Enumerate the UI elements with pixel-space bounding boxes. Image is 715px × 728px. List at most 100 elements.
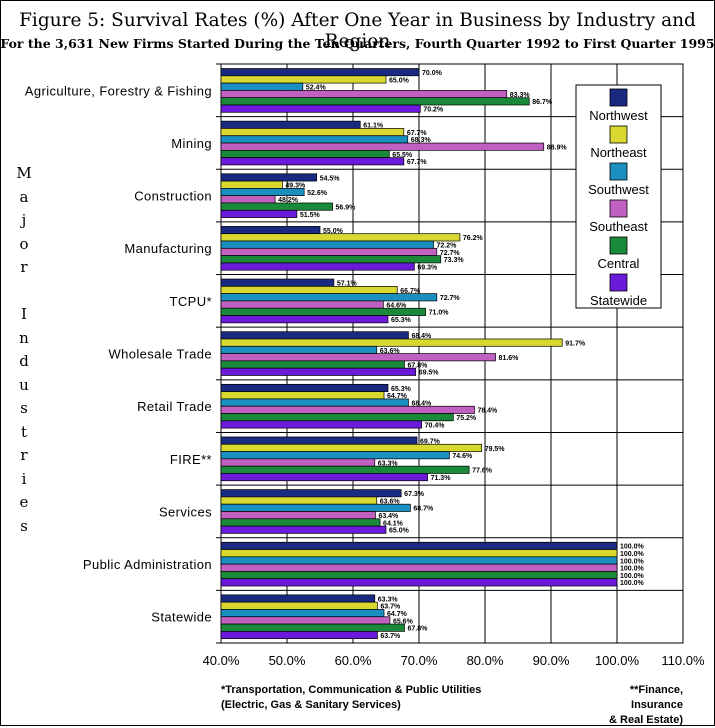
data-label: 68.3% xyxy=(411,137,432,144)
legend-swatch xyxy=(609,236,628,255)
data-label: 72.7% xyxy=(440,295,461,302)
data-label: 70.0% xyxy=(422,70,443,77)
x-tick-label: 40.0% xyxy=(203,653,240,668)
data-label: 61.1% xyxy=(363,123,384,130)
data-label: 70.2% xyxy=(423,107,444,114)
data-label: 54.5% xyxy=(320,175,341,182)
data-label: 57.1% xyxy=(337,281,358,288)
data-label: 77.6% xyxy=(472,468,493,475)
y-axis-title-letter: r xyxy=(20,446,28,464)
y-axis-title-letter: r xyxy=(20,258,28,276)
bar xyxy=(220,90,508,99)
bar xyxy=(220,563,618,572)
data-label: 68.4% xyxy=(411,333,432,340)
y-axis-title-letter: j xyxy=(21,211,27,229)
bar xyxy=(220,209,298,218)
data-label: 81.6% xyxy=(499,355,520,362)
data-label: 91.7% xyxy=(565,340,586,347)
bar xyxy=(220,338,563,347)
bar xyxy=(220,631,378,640)
bar xyxy=(220,157,405,166)
footnote-tcpu-line1: *Transportation, Communication & Public … xyxy=(221,684,482,696)
legend-swatch xyxy=(609,273,628,292)
bar xyxy=(220,226,321,235)
bar xyxy=(220,511,376,520)
bar xyxy=(220,202,333,211)
y-tick-label: Agriculture, Forestry & Fishing xyxy=(25,83,212,98)
data-label: 55.0% xyxy=(323,228,344,235)
data-label: 100.0% xyxy=(620,551,645,558)
data-label: 76.2% xyxy=(463,235,484,242)
y-tick-label: Retail Trade xyxy=(137,399,212,414)
bar xyxy=(220,97,530,106)
bar xyxy=(220,391,385,400)
bar xyxy=(220,247,438,256)
y-tick-label: Public Administration xyxy=(83,557,212,572)
bar xyxy=(220,68,420,77)
x-tick-label: 90.0% xyxy=(533,653,570,668)
data-label: 63.7% xyxy=(380,604,401,611)
data-label: 72.7% xyxy=(440,250,461,257)
bar xyxy=(220,616,391,625)
data-label: 69.3% xyxy=(417,264,438,271)
data-label: 67.8% xyxy=(407,626,428,633)
bar xyxy=(220,104,421,113)
data-label: 52.4% xyxy=(306,85,327,92)
data-label: 68.7% xyxy=(413,506,434,513)
data-label: 83.3% xyxy=(510,92,531,99)
bar xyxy=(220,262,415,271)
data-label: 49.3% xyxy=(285,183,306,190)
y-axis-title-letter: d xyxy=(19,352,29,370)
data-label: 100.0% xyxy=(620,558,645,565)
data-label: 56.9% xyxy=(336,204,357,211)
data-label: 88.9% xyxy=(547,145,568,152)
data-label: 100.0% xyxy=(620,580,645,587)
x-tick-label: 110.0% xyxy=(661,653,705,668)
y-axis-title-letter: o xyxy=(19,234,29,253)
legend-swatch xyxy=(609,162,628,181)
bar xyxy=(220,473,428,482)
bar xyxy=(220,458,376,467)
bar xyxy=(220,188,305,197)
bar xyxy=(220,75,387,84)
data-label: 64.1% xyxy=(383,520,404,527)
y-axis-title-letter: n xyxy=(19,328,29,347)
data-label: 100.0% xyxy=(620,544,645,551)
bar xyxy=(220,420,422,429)
chart-title: Figure 5: Survival Rates (%) After One Y… xyxy=(19,10,696,52)
data-label: 64.7% xyxy=(387,393,408,400)
data-label: 65.3% xyxy=(391,386,412,393)
data-label: 63.6% xyxy=(380,348,401,355)
bar xyxy=(220,149,390,158)
data-label: 63.3% xyxy=(378,460,399,467)
legend-label: Central xyxy=(598,256,640,271)
bar xyxy=(220,285,398,294)
y-axis-title-letter: a xyxy=(19,187,29,206)
y-tick-label: Statewide xyxy=(151,610,212,625)
bar xyxy=(220,541,618,550)
bar xyxy=(220,142,545,151)
data-label: 65.6% xyxy=(393,618,414,625)
bar xyxy=(220,315,389,324)
bar xyxy=(220,518,381,527)
bar xyxy=(220,609,385,618)
bar xyxy=(220,300,384,309)
data-label: 67.3% xyxy=(404,491,425,498)
legend-label: Northeast xyxy=(590,145,647,160)
data-label: 79.5% xyxy=(485,446,506,453)
bar xyxy=(220,345,378,354)
bar xyxy=(220,173,318,182)
data-label: 65.3% xyxy=(391,317,412,324)
data-label: 75.2% xyxy=(456,415,477,422)
y-axis-title-letter: s xyxy=(20,399,28,417)
data-label: 78.4% xyxy=(477,408,498,415)
data-label: 63.7% xyxy=(380,633,401,640)
y-axis-title-letter: I xyxy=(21,305,27,323)
bar xyxy=(220,278,335,287)
data-label: 65.0% xyxy=(389,77,410,84)
legend-label: Southwest xyxy=(588,182,649,197)
data-label: 71.3% xyxy=(431,475,452,482)
y-axis-title-letter: t xyxy=(20,422,28,441)
y-axis-title-letter: s xyxy=(20,516,28,535)
y-tick-label: TCPU* xyxy=(170,294,212,309)
